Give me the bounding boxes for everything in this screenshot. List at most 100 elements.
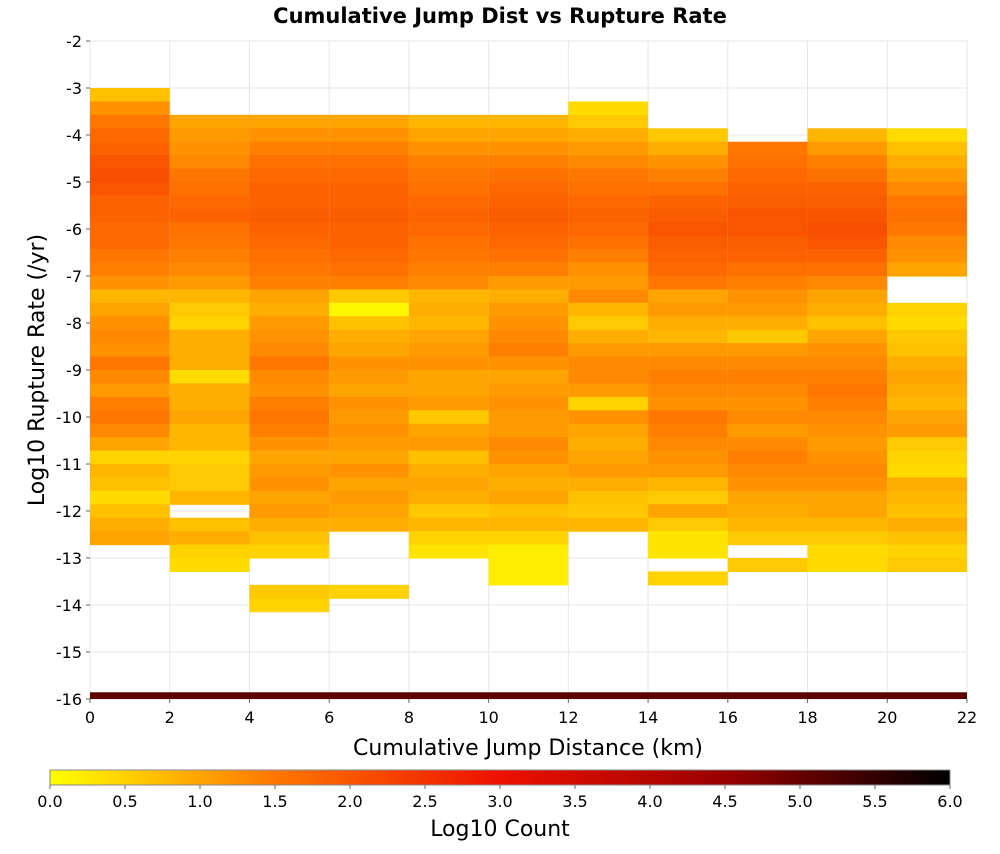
heatmap-cell xyxy=(169,222,250,237)
heatmap-cell xyxy=(488,168,569,183)
heatmap-cell xyxy=(408,544,489,559)
heatmap-cell xyxy=(648,168,728,183)
heatmap-cell xyxy=(887,343,967,358)
y-tick-label: -10 xyxy=(56,408,82,427)
heatmap-cell xyxy=(329,208,409,223)
heatmap-cell xyxy=(408,329,489,344)
heatmap-cell xyxy=(807,437,888,452)
heatmap-cell xyxy=(90,369,170,385)
heatmap-cell xyxy=(807,235,888,250)
heatmap-cell xyxy=(169,517,250,532)
heatmap-cell xyxy=(169,477,250,492)
heatmap-cell xyxy=(90,517,170,532)
heatmap-cell xyxy=(249,141,330,156)
heatmap-cell xyxy=(488,128,569,143)
heatmap-cell xyxy=(727,437,808,452)
heatmap-cell xyxy=(807,262,888,277)
heatmap-cell xyxy=(249,531,330,546)
heatmap-cell xyxy=(488,275,569,290)
heatmap-cell xyxy=(249,316,330,331)
heatmap-cell xyxy=(568,396,649,411)
heatmap-cell xyxy=(887,437,967,452)
heatmap-cell xyxy=(727,410,808,425)
heatmap-cell xyxy=(727,557,808,573)
heatmap-cell xyxy=(807,356,888,371)
heatmap-cell xyxy=(90,383,170,398)
x-tick-label: 4 xyxy=(244,708,254,727)
heatmap-cell xyxy=(648,329,728,344)
heatmap-cell xyxy=(887,504,967,519)
heatmap-cell xyxy=(249,598,330,613)
heatmap-cell xyxy=(887,235,967,250)
heatmap-cell xyxy=(408,437,489,452)
heatmap-cell xyxy=(90,262,170,277)
heatmap-cell xyxy=(648,504,728,519)
heatmap-cell xyxy=(329,195,409,210)
heatmap-cell xyxy=(807,316,888,331)
heatmap-cell xyxy=(249,396,330,411)
heatmap-cell xyxy=(249,477,330,492)
heatmap-cell xyxy=(887,477,967,492)
heatmap-cell xyxy=(727,396,808,411)
heatmap-cell xyxy=(887,208,967,223)
colorbar xyxy=(49,769,951,786)
heatmap-cell xyxy=(648,222,728,237)
heatmap-cell xyxy=(169,410,250,425)
heatmap-cell xyxy=(727,316,808,331)
heatmap-cell xyxy=(807,208,888,223)
heatmap-cell xyxy=(887,155,967,170)
heatmap-cell xyxy=(568,182,649,197)
heatmap-cell xyxy=(90,531,170,546)
heatmap-cell xyxy=(169,155,250,170)
heatmap-cell xyxy=(488,141,569,156)
heatmap-cell xyxy=(568,437,649,452)
heatmap-cell xyxy=(727,504,808,519)
y-tick-label: -12 xyxy=(56,502,82,521)
heatmap-cell xyxy=(90,128,170,143)
heatmap-cell xyxy=(648,275,728,291)
heatmap-cell xyxy=(408,343,489,358)
heatmap-cell xyxy=(568,262,649,277)
heatmap-cell xyxy=(90,101,170,116)
colorbar-tick-label: 5.5 xyxy=(862,792,887,811)
heatmap-cell xyxy=(648,289,728,304)
heatmap-cell xyxy=(887,450,967,465)
heatmap-cell xyxy=(727,182,808,197)
heatmap-cell xyxy=(249,544,330,559)
heatmap-cell xyxy=(169,557,250,572)
heatmap-cell xyxy=(727,369,808,385)
x-tick-label: 20 xyxy=(877,708,897,727)
heatmap-cell xyxy=(887,557,967,572)
heatmap-cell xyxy=(648,262,728,277)
heatmap-cell xyxy=(488,316,569,331)
heatmap-cell xyxy=(249,181,330,197)
heatmap-cell xyxy=(568,128,649,143)
heatmap-cell xyxy=(727,463,808,479)
heatmap-cell xyxy=(727,356,808,371)
heatmap-cell xyxy=(887,369,967,385)
heatmap-cell xyxy=(90,302,170,317)
heatmap-cell xyxy=(169,531,250,546)
heatmap-cell xyxy=(568,235,649,250)
heatmap-cell xyxy=(169,114,250,129)
y-tick-label: -11 xyxy=(56,455,82,474)
heatmap-cell xyxy=(887,316,967,331)
heatmap-cell xyxy=(249,423,330,438)
heatmap-cell xyxy=(329,369,409,384)
heatmap-cell xyxy=(807,396,888,411)
heatmap-cell xyxy=(249,437,330,452)
x-tick-label: 10 xyxy=(478,708,498,727)
heatmap-cell xyxy=(887,490,967,505)
heatmap-cell xyxy=(807,128,888,143)
heatmap-cell xyxy=(807,181,888,197)
heatmap-cell xyxy=(169,369,250,384)
heatmap-cell xyxy=(169,168,250,183)
colorbar-tick-label: 3.0 xyxy=(487,792,512,811)
y-tick-label: -9 xyxy=(66,361,82,380)
heatmap-cell xyxy=(488,423,569,438)
heatmap-cell xyxy=(329,168,409,183)
heatmap-cell xyxy=(329,410,409,425)
heatmap-cell xyxy=(727,235,808,250)
heatmap-cell xyxy=(169,396,250,411)
